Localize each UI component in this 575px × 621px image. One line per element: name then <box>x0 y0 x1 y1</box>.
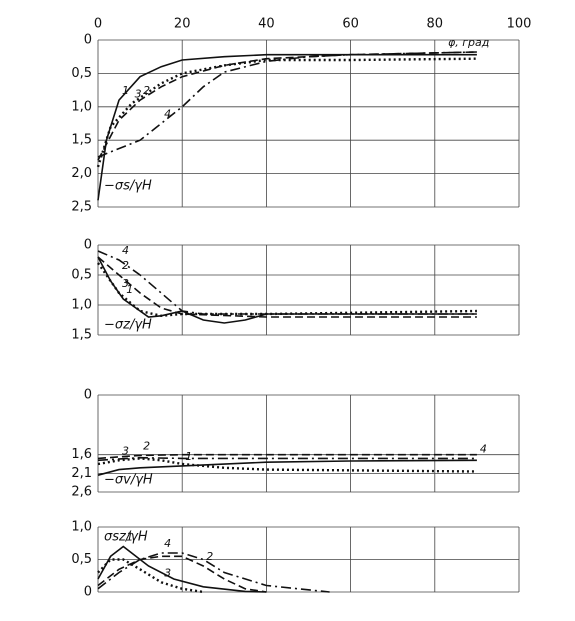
series-label: 4 <box>480 442 487 455</box>
series-label: 1 <box>122 84 129 97</box>
series-line <box>97 53 477 201</box>
series-line <box>97 456 477 462</box>
series-label: 4 <box>122 244 129 257</box>
x-tick-label: 40 <box>258 17 275 32</box>
series-line <box>97 51 477 158</box>
y-tick-label: 1,0 <box>71 298 92 313</box>
series-line <box>97 558 204 594</box>
series-label: 3 <box>164 566 171 579</box>
y-tick-label: 2,6 <box>71 485 92 500</box>
y-tick-label: 1,0 <box>71 520 92 535</box>
y-axis-label: −σz/γH <box>104 318 152 333</box>
y-tick-label: 1,0 <box>71 99 92 114</box>
y-tick-label: 0 <box>84 33 92 48</box>
series-label: 3 <box>122 277 129 290</box>
y-tick-label: 0,5 <box>71 268 92 283</box>
series-line <box>97 256 477 324</box>
series-label: 1 <box>185 450 192 463</box>
x-tick-label: 60 <box>342 17 359 32</box>
annotation: φ, град <box>448 36 489 49</box>
y-axis-label: −σv/γH <box>104 473 153 488</box>
y-tick-label: 0,5 <box>71 552 92 567</box>
x-tick-label: 100 <box>507 17 532 32</box>
series-line <box>97 545 267 593</box>
y-axis-label: −σs/γH <box>104 179 152 194</box>
series-line <box>97 51 477 161</box>
x-tick-label: 0 <box>94 17 102 32</box>
y-tick-label: 0,5 <box>71 66 92 81</box>
series-label: 2 <box>143 84 150 97</box>
series-label: 3 <box>135 87 142 100</box>
series-label: 3 <box>122 444 129 457</box>
y-tick-label: 0 <box>84 238 92 253</box>
y-axis-label: σsz/γH <box>104 530 148 545</box>
y-tick-label: 0 <box>84 388 92 403</box>
series-line <box>97 256 477 318</box>
y-tick-label: 1,5 <box>71 328 92 343</box>
y-tick-label: 1,5 <box>71 133 92 148</box>
series-label: 1 <box>126 283 133 296</box>
y-tick-label: 1,6 <box>71 447 92 462</box>
series-label: 2 <box>206 550 213 563</box>
series-label: 4 <box>164 537 171 550</box>
series-line <box>97 459 477 476</box>
series-label: 4 <box>164 108 171 121</box>
x-tick-label: 80 <box>427 17 444 32</box>
series-line <box>97 250 477 315</box>
y-tick-label: 2,5 <box>71 200 92 215</box>
series-line <box>97 453 477 460</box>
series-label: 2 <box>122 259 129 272</box>
series-line <box>97 552 330 593</box>
y-tick-label: 2,1 <box>71 466 92 481</box>
series-label: 1 <box>126 531 133 544</box>
x-tick-label: 20 <box>174 17 191 32</box>
series-line <box>96 57 477 168</box>
series-line <box>97 262 477 318</box>
y-tick-label: 0 <box>84 585 92 600</box>
series-label: 2 <box>143 439 150 452</box>
y-tick-label: 2,0 <box>71 166 92 181</box>
